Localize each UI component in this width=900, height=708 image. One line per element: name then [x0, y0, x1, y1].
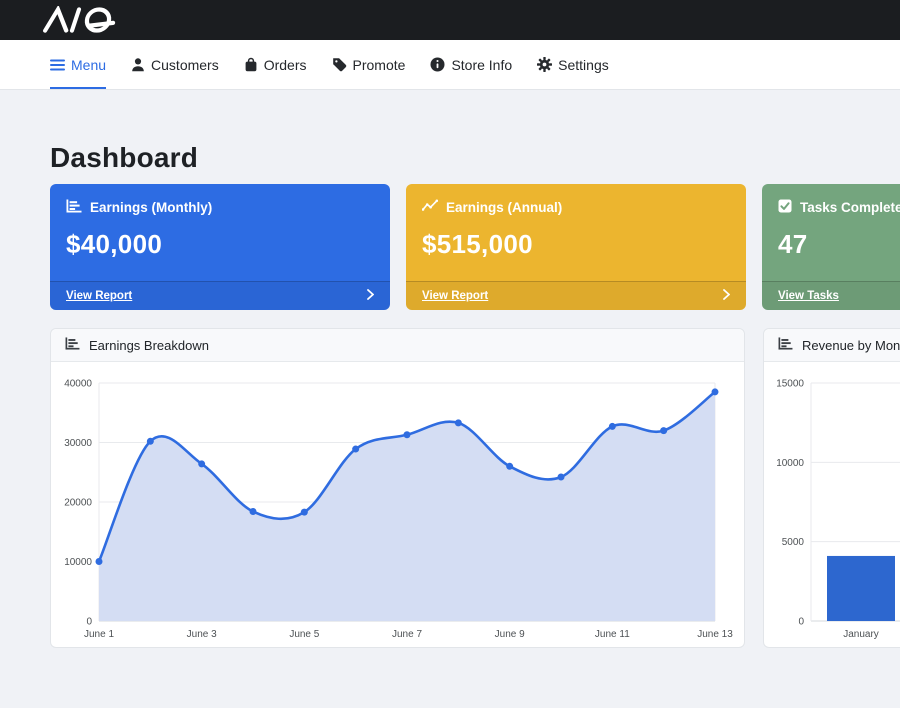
card-body: Tasks Completed 47 [762, 184, 900, 281]
card-title: Earnings (Annual) [446, 200, 563, 215]
nav-item-menu[interactable]: Menu [50, 40, 107, 89]
svg-text:June 11: June 11 [595, 629, 630, 640]
nav-item-store-info[interactable]: Store Info [430, 40, 512, 89]
nav-item-label: Settings [558, 56, 609, 73]
chevron-right-icon [367, 287, 375, 305]
chart-bar-icon [778, 337, 793, 353]
app-logo[interactable] [40, 5, 132, 35]
card-footer: View Report [406, 281, 746, 310]
card-value: $40,000 [66, 229, 163, 259]
revenue-by-month-panel: Revenue by Month 0 5000 10000 15000 January [763, 328, 900, 648]
nav-item-customers[interactable]: Customers [131, 40, 219, 89]
nav-item-label: Customers [151, 56, 219, 73]
panel-body: 0 10000 20000 30000 40000 June 1 June 3 June 5 J… [51, 362, 744, 647]
nav-item-promote[interactable]: Promote [332, 40, 406, 89]
brand-logo-icon [43, 6, 116, 33]
card-body: Earnings (Monthly) $40,000 [50, 184, 390, 281]
view-report-link[interactable]: View Report [422, 290, 489, 302]
nav-item-orders[interactable]: Orders [244, 40, 307, 89]
panel-title: Revenue by Month [802, 337, 900, 353]
main-nav: Menu Customers Orders Promote Store Info [0, 40, 900, 90]
chart-line-icon [421, 199, 439, 216]
svg-text:January: January [843, 629, 879, 640]
nav-item-label: Promote [352, 56, 406, 73]
nav-item-settings[interactable]: Settings [537, 40, 609, 89]
hamburger-icon [50, 58, 65, 72]
svg-text:June 5: June 5 [289, 629, 319, 640]
svg-text:June 1: June 1 [84, 629, 114, 640]
svg-text:40000: 40000 [64, 379, 92, 390]
svg-text:10000: 10000 [64, 557, 92, 568]
svg-text:20000: 20000 [64, 498, 92, 509]
nav-item-label: Menu [71, 56, 107, 73]
earnings-breakdown-panel: Earnings Breakdown 0 10000 20000 30000 40000… [50, 328, 745, 648]
check-square-icon [778, 199, 792, 216]
tag-icon [332, 57, 347, 72]
svg-text:0: 0 [86, 617, 92, 628]
svg-text:5000: 5000 [782, 537, 805, 548]
earnings-breakdown-chart: 0 10000 20000 30000 40000 June 1 June 3 June 5 J… [64, 379, 733, 641]
panel-header: Revenue by Month [764, 329, 900, 362]
chart-bar-icon [66, 199, 82, 216]
person-icon [131, 57, 145, 72]
chevron-right-icon [723, 287, 731, 305]
panel-header: Earnings Breakdown [51, 329, 744, 362]
panel-body: 0 5000 10000 15000 January [764, 362, 900, 647]
svg-text:June 3: June 3 [187, 629, 217, 640]
page-title: Dashboard [50, 142, 199, 173]
nav-item-label: Store Info [451, 56, 513, 73]
gear-icon [537, 57, 553, 72]
svg-text:30000: 30000 [64, 438, 92, 449]
card-body: Earnings (Annual) $515,000 [406, 184, 746, 281]
nav-item-label: Orders [263, 56, 307, 73]
stat-cards-row: Earnings (Monthly) $40,000 View Report [50, 184, 900, 310]
view-report-link[interactable]: View Report [66, 290, 133, 302]
topbar [0, 0, 900, 40]
svg-text:June 9: June 9 [495, 629, 525, 640]
card-value: $515,000 [422, 229, 533, 259]
chart-bar-icon [65, 337, 80, 353]
svg-text:0: 0 [798, 617, 804, 628]
card-title: Earnings (Monthly) [90, 200, 213, 215]
earnings-monthly-card: Earnings (Monthly) $40,000 View Report [50, 184, 390, 310]
page-content: Dashboard Earnings (Monthly) $40,000 Vie… [0, 90, 900, 648]
svg-text:June 7: June 7 [392, 629, 422, 640]
card-footer: View Tasks [762, 281, 900, 310]
panel-title: Earnings Breakdown [89, 337, 209, 353]
svg-text:June 13: June 13 [697, 629, 733, 640]
card-footer: View Report [50, 281, 390, 310]
charts-row: Earnings Breakdown 0 10000 20000 30000 40000… [50, 328, 900, 648]
view-tasks-link[interactable]: View Tasks [778, 290, 839, 302]
svg-text:15000: 15000 [776, 379, 804, 390]
svg-text:10000: 10000 [776, 458, 804, 469]
info-icon [430, 57, 445, 72]
bag-icon [244, 57, 258, 72]
earnings-annual-card: Earnings (Annual) $515,000 View Report [406, 184, 746, 310]
card-title: Tasks Completed [800, 200, 900, 215]
revenue-by-month-chart: 0 5000 10000 15000 January [776, 379, 900, 640]
tasks-completed-card: Tasks Completed 47 View Tasks [762, 184, 900, 310]
card-value: 47 [778, 229, 808, 259]
